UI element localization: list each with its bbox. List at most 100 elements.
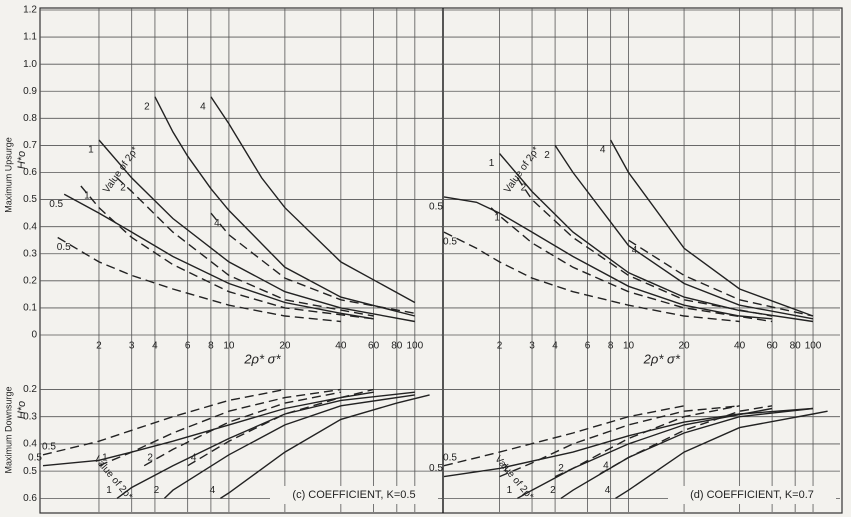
curve-label: 0.5 [429, 202, 443, 213]
x-tick-label: 40 [734, 341, 746, 352]
curve-label: 0.5 [443, 237, 457, 248]
curve-label: 4 [191, 452, 197, 463]
curve-label: 2 [521, 183, 527, 194]
curve-label: 4 [632, 245, 638, 256]
dashed-curve [554, 405, 740, 478]
curve-label: 4 [603, 461, 609, 472]
curve-label: 1 [489, 158, 495, 169]
x-tick-label: 4 [552, 341, 558, 352]
dashed-curve [499, 405, 740, 478]
dashed-curve [516, 177, 773, 317]
curve-label: 1 [507, 485, 513, 496]
dashed-curve [143, 391, 341, 467]
curve [560, 407, 814, 499]
x-tick-label: 40 [335, 341, 347, 352]
y-tick-label: 0.2 [23, 275, 37, 286]
curve [42, 391, 374, 467]
y-tick-label: 0.1 [23, 303, 37, 314]
x-tick-label: 60 [767, 341, 779, 352]
x-tick-label: 6 [585, 341, 591, 352]
curve-label: 2 [147, 452, 153, 463]
curve-label: 2 [558, 463, 564, 474]
y2-axis-symbol: H*o [16, 401, 28, 419]
dashed-curve [116, 177, 374, 317]
dashed-curve [628, 239, 814, 317]
y2-tick-label: 0.4 [23, 439, 37, 450]
curve [63, 193, 374, 320]
curve-label: 1 [84, 191, 90, 202]
y-tick-label: 0.8 [23, 113, 37, 124]
y-tick-label: 0 [31, 330, 37, 341]
title-background [270, 486, 438, 504]
x-tick-label: 6 [185, 341, 191, 352]
y-tick-label: 0.9 [23, 86, 37, 97]
curve-label: 0.5 [429, 463, 443, 474]
y-axis-symbol: H*o [16, 151, 28, 169]
curve-label: 0.5 [57, 242, 71, 253]
x-tick-label: 2 [96, 341, 102, 352]
x-tick-label: 10 [223, 341, 235, 352]
dashed-curve [490, 207, 773, 323]
frame [39, 7, 843, 514]
curve-label: 1 [102, 452, 108, 463]
dashed-curve [42, 388, 286, 456]
panel-title: (c) COEFFICIENT, K=0.5 [292, 489, 415, 501]
x-tick-label: 10 [623, 341, 635, 352]
curve [443, 196, 773, 320]
y-tick-label: 0.5 [23, 194, 37, 205]
curve-label: 1 [106, 485, 112, 496]
x-tick-label: 8 [608, 341, 614, 352]
curve [154, 96, 415, 317]
x-tick-label: 8 [208, 341, 214, 352]
curve [220, 394, 430, 499]
x-tick-label: 60 [368, 341, 380, 352]
curve-label: 4 [210, 485, 216, 496]
x-tick-label: 20 [679, 341, 691, 352]
y-tick-label: 0.4 [23, 221, 37, 232]
y-tick-label: 1.2 [23, 5, 37, 16]
curve-label: 2 [550, 485, 556, 496]
dashed-curve [187, 388, 374, 467]
curve-label: 4 [600, 145, 606, 156]
curve [615, 410, 828, 499]
y-tick-label: 0.7 [23, 140, 37, 151]
dashed-curve [57, 236, 341, 323]
dashed-curve [599, 405, 773, 475]
dashed-curve [210, 212, 415, 314]
panel-title: (d) COEFFICIENT, K=0.7 [690, 489, 814, 501]
curve [116, 391, 415, 499]
curve [98, 139, 415, 323]
y2-tick-label: 0.3 [23, 411, 37, 422]
curve [210, 96, 416, 304]
y2-tick-label: 0.2 [23, 384, 37, 395]
y-axis-label: Maximum Upsurge [3, 137, 13, 213]
y2-tick-label: 0.5 [23, 466, 37, 477]
x-tick-label: 3 [129, 341, 135, 352]
curve-label: 1 [494, 212, 500, 223]
curve-label: 0.5 [443, 452, 457, 463]
y-tick-label: 0.3 [23, 248, 37, 259]
title-background [668, 486, 836, 504]
dashed-curve [443, 231, 740, 323]
curve [163, 394, 415, 499]
x-tick-label: 100 [406, 341, 423, 352]
dashed-curve [443, 405, 685, 467]
curve-label: 1 [503, 463, 509, 474]
x-tick-label: 100 [805, 341, 822, 352]
x-tick-label: 80 [391, 341, 403, 352]
x-axis-label: 2ρ* σ* [643, 351, 681, 366]
curve [517, 407, 773, 500]
dashed-curve [80, 185, 374, 320]
curve-label: 1 [88, 145, 94, 156]
curve-label: 4 [605, 485, 611, 496]
curve-label: 0.5 [49, 199, 63, 210]
y2-axis-label: Maximum Downsurge [3, 386, 13, 473]
y-tick-label: 0.6 [23, 167, 37, 178]
x-tick-label: 2 [497, 341, 503, 352]
dashed-curve [98, 388, 341, 467]
y-tick-label: 1.0 [23, 59, 37, 70]
y-tick-label: 1.1 [23, 32, 37, 43]
curve [609, 139, 814, 317]
curve-label: 4 [214, 218, 220, 229]
curve-label: 2 [154, 485, 160, 496]
